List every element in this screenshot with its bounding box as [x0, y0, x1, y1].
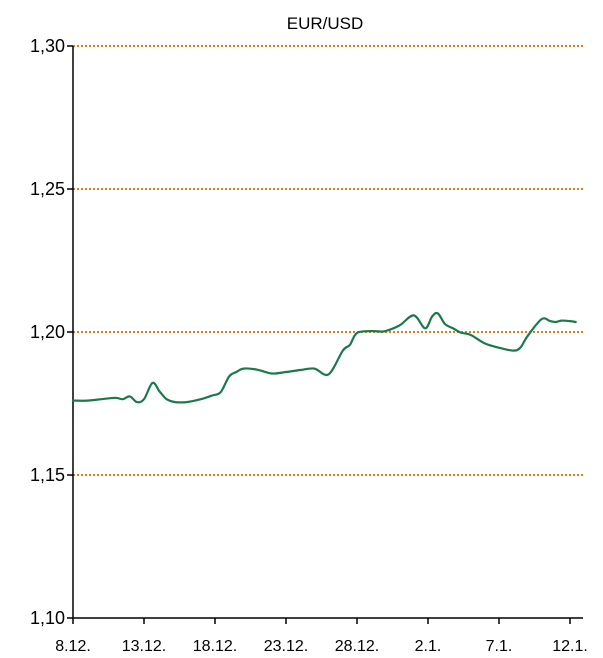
x-tick-label-0: 8.12. — [55, 638, 91, 655]
grid-lines — [73, 45, 583, 476]
y-tick-label-2: 1,20 — [30, 322, 65, 342]
x-tick-label-1: 13.12. — [122, 638, 166, 655]
x-tick-label-5: 2.1. — [415, 638, 442, 655]
x-tick-label-2: 18.12. — [193, 638, 237, 655]
x-tick-label-6: 7.1. — [486, 638, 513, 655]
x-tick-label-3: 23.12. — [264, 638, 308, 655]
series-line — [71, 311, 577, 404]
y-tick-labels: 1,10 1,15 1,20 1,25 1,30 — [30, 36, 65, 628]
x-tick-labels: 8.12. 13.12. 18.12. 23.12. 28.12. 2.1. 7.1. 12.… — [55, 638, 588, 655]
x-tick-label-7: 12.1. — [552, 638, 588, 655]
x-tick-label-4: 28.12. — [335, 638, 379, 655]
y-tick-label-4: 1,30 — [30, 36, 65, 56]
y-tick-label-0: 1,10 — [30, 608, 65, 628]
axes — [67, 45, 583, 624]
chart-title: EUR/USD — [287, 14, 364, 33]
y-tick-label-1: 1,15 — [30, 465, 65, 485]
y-tick-label-3: 1,25 — [30, 179, 65, 199]
